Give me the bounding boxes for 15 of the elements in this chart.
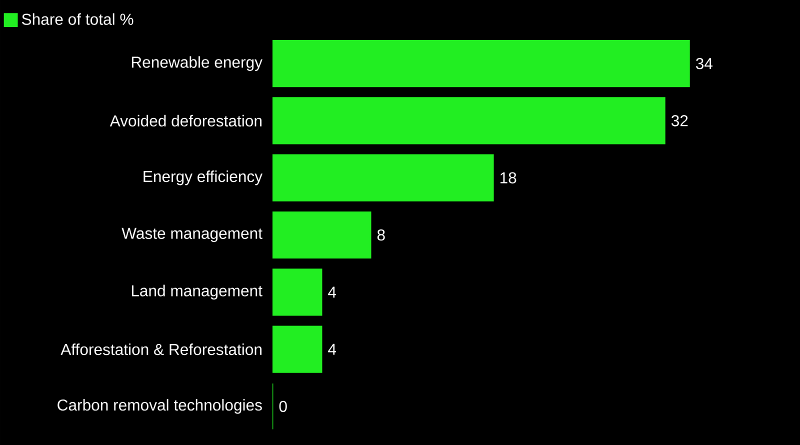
y-tick-label: Afforestation & Reforestation [60,343,262,356]
data-label: 4 [328,344,336,355]
y-tick-label: Waste management [122,228,262,242]
data-label: 4 [328,286,336,298]
y-tick-label: Avoided deforestation [110,114,262,127]
data-label: 18 [500,172,516,184]
data-label: 8 [377,229,385,241]
y-tick-label: Renewable energy [132,56,262,71]
y-tick-label: Land management [132,284,262,300]
data-label: 34 [696,58,712,70]
y-tick-label: Energy efficiency [144,170,263,186]
legend-label: Share of total % [22,13,134,25]
data-label: 32 [671,115,688,126]
y-tick-label: Carbon removal technologies [58,399,262,414]
data-label: 0 [279,400,287,412]
